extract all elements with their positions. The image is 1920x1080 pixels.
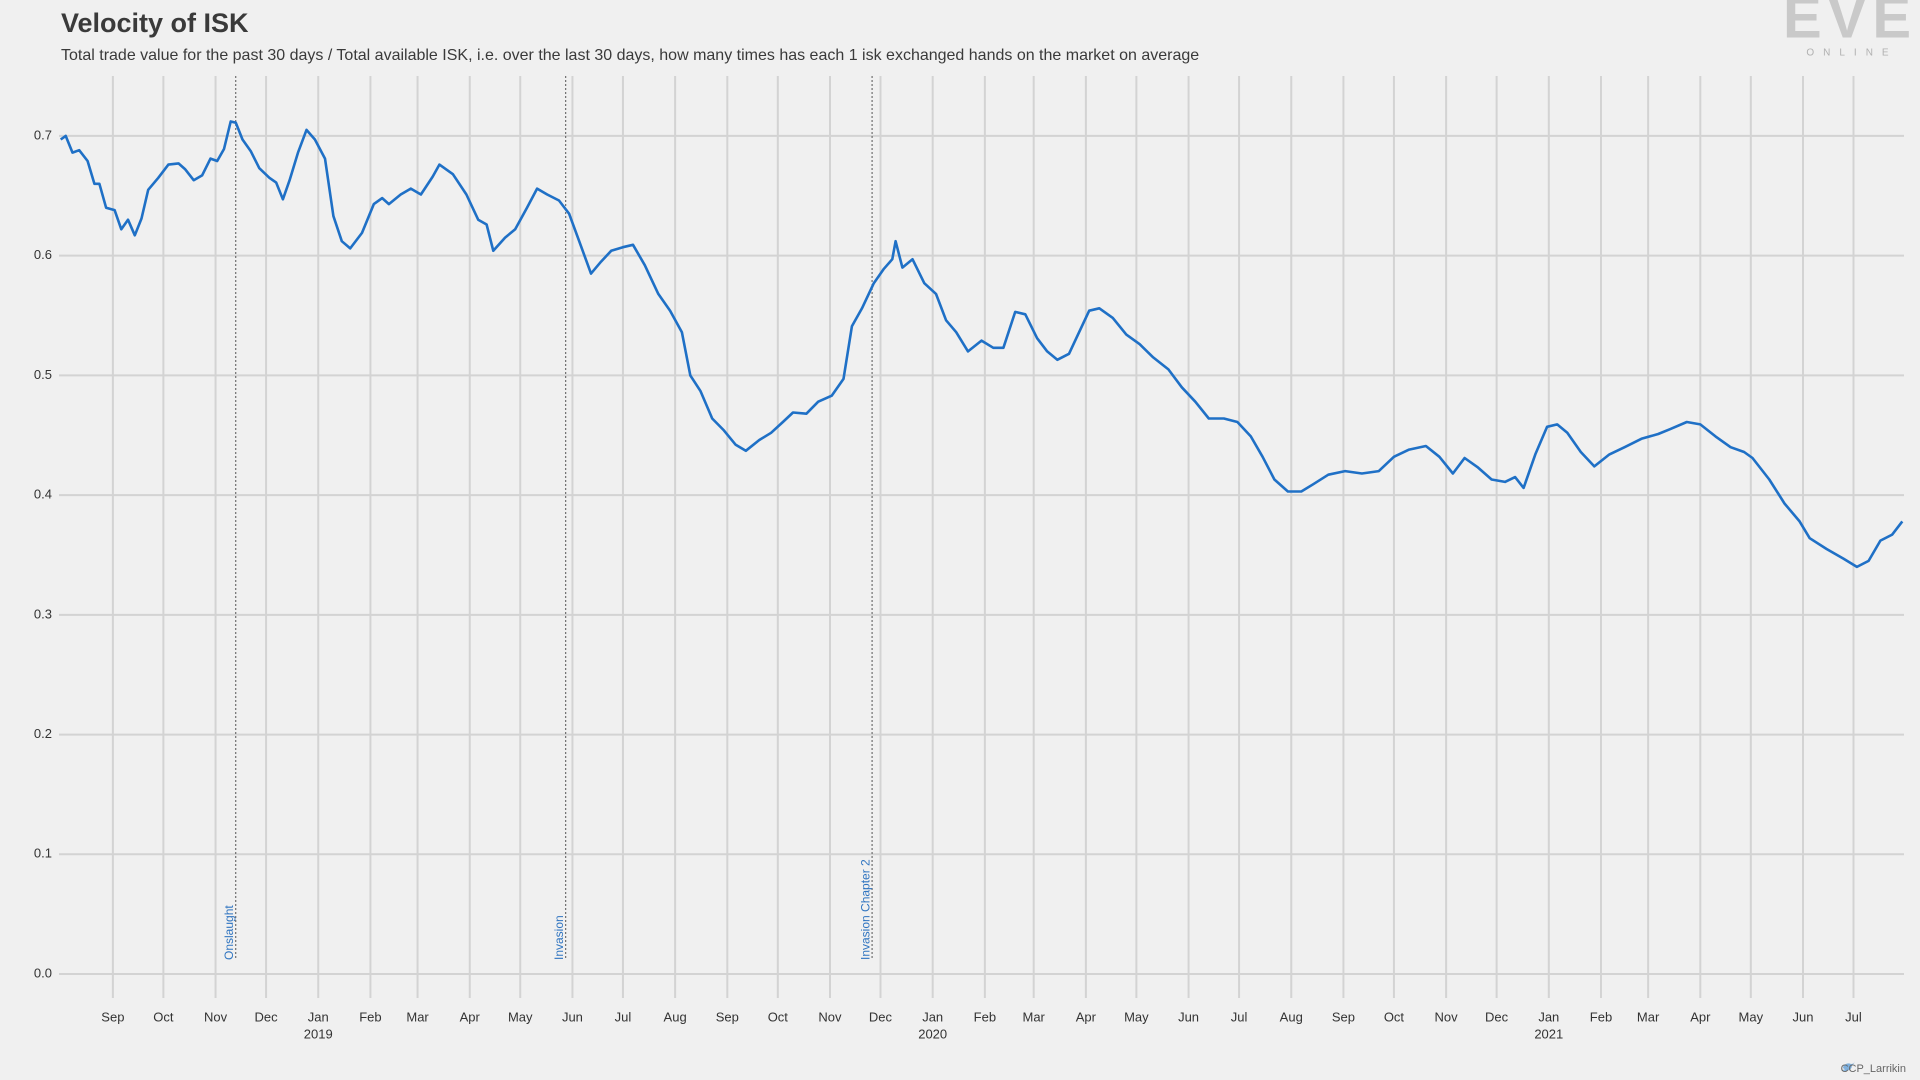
event-label: Invasion Chapter 2 <box>858 859 872 960</box>
x-year-label: 2021 <box>1534 1026 1563 1041</box>
x-tick-label: Dec <box>1485 1009 1509 1024</box>
x-tick-label: Apr <box>460 1009 481 1024</box>
x-tick-label: Oct <box>768 1009 789 1024</box>
x-tick-label: Aug <box>664 1009 687 1024</box>
y-tick-label: 0.7 <box>34 127 52 142</box>
x-year-label: 2020 <box>918 1026 947 1041</box>
x-tick-label: Sep <box>1332 1009 1355 1024</box>
x-tick-label: Dec <box>254 1009 278 1024</box>
x-tick-label: Jun <box>562 1009 583 1024</box>
x-tick-label: Sep <box>716 1009 739 1024</box>
x-tick-label: Mar <box>406 1009 429 1024</box>
logo-tagline: ONLINE <box>1806 48 1897 59</box>
logo: EVE <box>1783 0 1917 50</box>
x-tick-label: Feb <box>1590 1009 1612 1024</box>
x-year-label: 2019 <box>304 1026 333 1041</box>
x-tick-label: May <box>1739 1009 1764 1024</box>
x-tick-label: Mar <box>1637 1009 1660 1024</box>
x-tick-label: Feb <box>359 1009 381 1024</box>
x-tick-label: Apr <box>1690 1009 1711 1024</box>
credit: CCP_Larrikin <box>1841 1063 1906 1075</box>
x-tick-label: Dec <box>869 1009 893 1024</box>
x-tick-label: Jul <box>1845 1009 1862 1024</box>
x-tick-label: Sep <box>101 1009 124 1024</box>
x-tick-label: Apr <box>1076 1009 1097 1024</box>
y-tick-label: 0.3 <box>34 606 52 621</box>
x-tick-label: Oct <box>153 1009 174 1024</box>
x-tick-label: Nov <box>204 1009 228 1024</box>
chart-subtitle: Total trade value for the past 30 days /… <box>61 47 1199 64</box>
y-tick-label: 0.0 <box>34 965 52 980</box>
y-tick-label: 0.6 <box>34 247 52 262</box>
x-tick-label: Jan <box>1538 1009 1559 1024</box>
event-label: Invasion <box>552 915 566 960</box>
x-tick-label: Jul <box>615 1009 632 1024</box>
bird-icon <box>1841 1061 1855 1071</box>
x-tick-label: Jan <box>308 1009 329 1024</box>
x-tick-label: Mar <box>1022 1009 1045 1024</box>
x-tick-label: May <box>508 1009 533 1024</box>
x-tick-label: Feb <box>974 1009 996 1024</box>
chart-title: Velocity of ISK <box>61 8 249 38</box>
x-tick-label: Nov <box>818 1009 842 1024</box>
x-tick-label: Jun <box>1178 1009 1199 1024</box>
x-tick-label: Jan <box>922 1009 943 1024</box>
y-tick-label: 0.1 <box>34 846 52 861</box>
x-tick-label: Jun <box>1793 1009 1814 1024</box>
y-tick-label: 0.5 <box>34 367 52 382</box>
x-tick-label: Nov <box>1435 1009 1459 1024</box>
x-tick-label: Jul <box>1231 1009 1248 1024</box>
x-tick-label: Aug <box>1280 1009 1303 1024</box>
y-tick-label: 0.4 <box>34 487 52 502</box>
x-tick-label: May <box>1124 1009 1149 1024</box>
y-tick-label: 0.2 <box>34 726 52 741</box>
event-label: Onslaught <box>222 905 236 960</box>
data-line <box>59 120 1904 569</box>
x-tick-label: Oct <box>1384 1009 1405 1024</box>
